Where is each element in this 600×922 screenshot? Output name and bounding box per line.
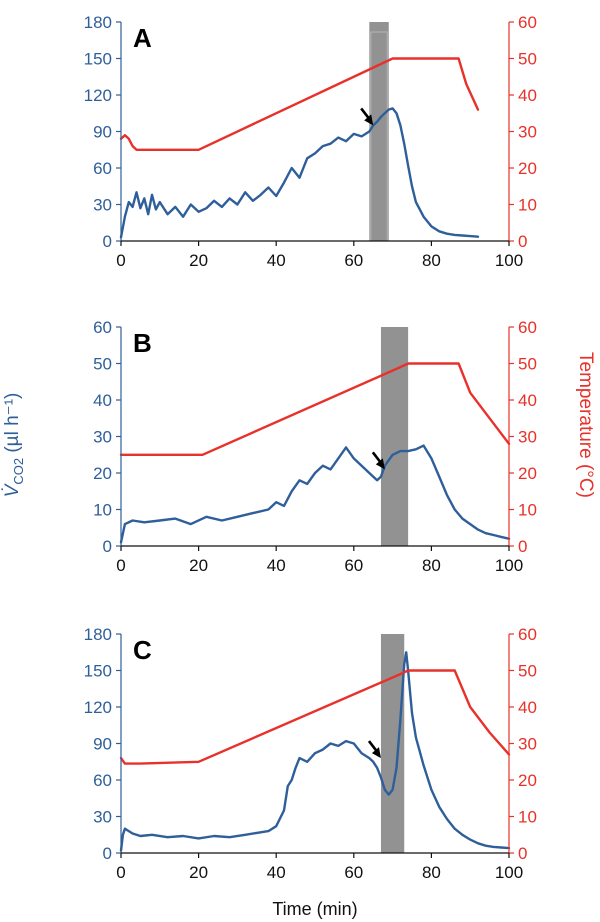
x-tick-label: 20 [189, 251, 208, 270]
right-tick-label: 50 [518, 355, 537, 374]
x-tick-label: 80 [422, 863, 441, 882]
x-tick-label: 20 [189, 556, 208, 575]
left-tick-label: 60 [93, 318, 112, 337]
left-tick-label: 180 [84, 13, 112, 32]
left-tick-label: 150 [84, 50, 112, 69]
right-tick-label: 20 [518, 159, 537, 178]
right-tick-label: 40 [518, 698, 537, 717]
left-tick-label: 10 [93, 501, 112, 520]
right-tick-label: 60 [518, 318, 537, 337]
temperature-series-line [119, 57, 480, 152]
chart-panel-c: 0 30 60 90 120 150 180 0 10 20 30 40 50 60 0 20 40 60 80 10… [84, 625, 537, 882]
x-tick-label: 80 [422, 251, 441, 270]
right-tick-label: 10 [518, 501, 537, 520]
left-tick-label: 50 [93, 355, 112, 374]
x-tick-label: 80 [422, 556, 441, 575]
left-tick-label: 30 [93, 428, 112, 447]
left-axis-label-subscript: CO2 [11, 458, 26, 485]
x-tick-label: 60 [344, 251, 363, 270]
left-tick-label: 90 [93, 735, 112, 754]
co2-series-line [119, 651, 511, 852]
left-tick-label: 60 [93, 771, 112, 790]
left-tick-label: 120 [84, 698, 112, 717]
left-tick-label: 0 [103, 844, 112, 863]
panel-label: C [133, 635, 152, 665]
right-tick-label: 0 [518, 844, 527, 863]
shaded-region [380, 634, 405, 853]
shaded-region [380, 327, 409, 546]
right-tick-label: 10 [518, 196, 537, 215]
chart-panel-b: 0 10 20 30 40 50 60 0 10 20 30 40 50 60 0 20 40 60 80 100 B [93, 318, 537, 575]
left-tick-label: 120 [84, 86, 112, 105]
x-axis-label: Time (min) [272, 899, 357, 919]
co2-series-line [119, 107, 480, 239]
right-tick-label: 30 [518, 428, 537, 447]
right-tick-label: 10 [518, 808, 537, 827]
x-tick-label: 60 [344, 863, 363, 882]
x-tick-label: 100 [495, 863, 523, 882]
x-tick-label: 0 [116, 251, 125, 270]
arrow-head [371, 747, 381, 759]
right-tick-label: 20 [518, 771, 537, 790]
right-tick-label: 50 [518, 662, 537, 681]
left-tick-label: 90 [93, 123, 112, 142]
left-tick-label: 60 [93, 159, 112, 178]
x-tick-label: 40 [267, 863, 286, 882]
x-tick-label: 0 [116, 863, 125, 882]
left-axis-label-unit: (µl h⁻¹) [2, 393, 23, 458]
x-tick-label: 0 [116, 556, 125, 575]
shaded-region [369, 22, 389, 241]
left-axis-label: V̇CO2 (µl h⁻¹) [2, 393, 26, 498]
arrow-head [375, 458, 385, 470]
left-axis-label-symbol: V̇ [2, 482, 23, 497]
x-tick-label: 40 [267, 556, 286, 575]
x-tick-label: 40 [267, 251, 286, 270]
co2-series-line [119, 444, 511, 544]
right-tick-label: 0 [518, 537, 527, 556]
right-tick-label: 60 [518, 625, 537, 644]
right-axis-label: Temperature (°C) [575, 352, 596, 498]
x-tick-label: 100 [495, 556, 523, 575]
temperature-series-line [119, 669, 511, 765]
left-tick-label: 30 [93, 196, 112, 215]
left-tick-label: 150 [84, 662, 112, 681]
panel-label: A [133, 23, 152, 53]
left-tick-label: 40 [93, 391, 112, 410]
right-tick-label: 20 [518, 464, 537, 483]
x-tick-label: 100 [495, 251, 523, 270]
right-tick-label: 30 [518, 735, 537, 754]
left-tick-label: 20 [93, 464, 112, 483]
right-tick-label: 0 [518, 232, 527, 251]
left-tick-label: 180 [84, 625, 112, 644]
panel-label: B [133, 328, 152, 358]
right-tick-label: 50 [518, 50, 537, 69]
left-tick-label: 0 [103, 537, 112, 556]
left-tick-label: 30 [93, 808, 112, 827]
right-tick-label: 40 [518, 86, 537, 105]
right-tick-label: 40 [518, 391, 537, 410]
x-tick-label: 60 [344, 556, 363, 575]
x-tick-label: 20 [189, 863, 208, 882]
right-tick-label: 60 [518, 13, 537, 32]
right-tick-label: 30 [518, 123, 537, 142]
temperature-series-line [119, 362, 511, 456]
left-tick-label: 0 [103, 232, 112, 251]
chart-panel-a: 0 30 60 90 120 150 180 0 10 20 30 40 50 60 0 20 40 60 80 10… [84, 13, 537, 270]
arrow-head [364, 114, 374, 126]
